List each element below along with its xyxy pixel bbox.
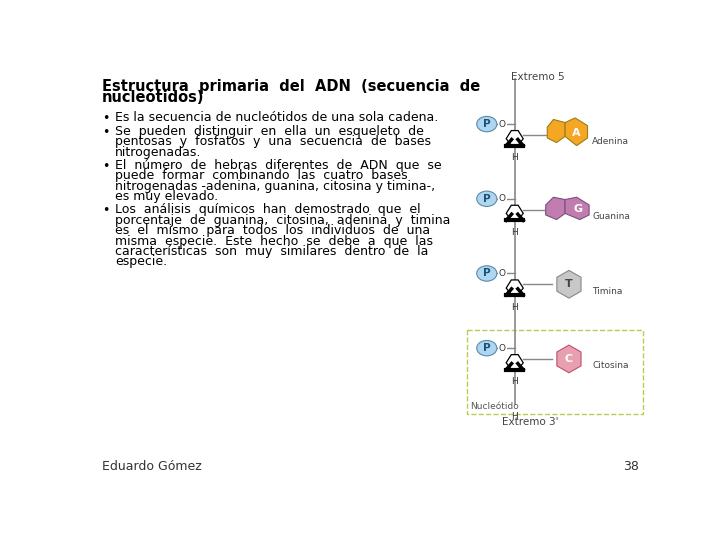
Text: •: • [102, 126, 109, 139]
Text: Timina: Timina [593, 287, 623, 296]
Polygon shape [506, 355, 523, 370]
Text: nitrogenadas -adenina, guanina, citosina y timina-,: nitrogenadas -adenina, guanina, citosina… [114, 179, 435, 193]
Text: Se  pueden  distinguir  en  ella  un  esqueleto  de: Se pueden distinguir en ella un esquelet… [114, 125, 423, 138]
Text: C: C [565, 354, 573, 364]
Text: Eduardo Gómez: Eduardo Gómez [102, 460, 202, 473]
Text: es  el  mismo  para  todos  los  individuos  de  una: es el mismo para todos los individuos de… [114, 224, 430, 237]
Ellipse shape [477, 266, 497, 281]
Text: es muy elevado.: es muy elevado. [114, 190, 218, 203]
Text: •: • [102, 112, 109, 125]
Ellipse shape [477, 340, 497, 356]
Text: Los  análisis  químicos  han  demostrado  que  el: Los análisis químicos han demostrado que… [114, 204, 420, 217]
Text: puede  formar  combinando  las  cuatro  bases: puede formar combinando las cuatro bases [114, 169, 408, 182]
Text: T: T [565, 279, 573, 289]
Polygon shape [506, 280, 523, 295]
Text: características  son  muy  similares  dentro  de  la: características son muy similares dentro… [114, 245, 428, 258]
Text: P: P [483, 119, 490, 129]
Ellipse shape [477, 191, 497, 206]
Text: Estructura  primaria  del  ADN  (secuencia  de: Estructura primaria del ADN (secuencia d… [102, 79, 480, 93]
Text: nucleótidos): nucleótidos) [102, 90, 204, 105]
Text: El  número  de  hebras  diferentes  de  ADN  que  se: El número de hebras diferentes de ADN qu… [114, 159, 441, 172]
Text: A: A [572, 127, 581, 138]
Polygon shape [557, 271, 581, 298]
Text: O: O [499, 119, 505, 129]
Text: misma  especie.  Este  hecho  se  debe  a  que  las: misma especie. Este hecho se debe a que … [114, 234, 433, 247]
Polygon shape [546, 197, 565, 220]
Text: pentosas  y  fosfatos  y  una  secuencia  de  bases: pentosas y fosfatos y una secuencia de b… [114, 135, 431, 148]
Text: Adenina: Adenina [593, 137, 629, 146]
Text: Extremo 3': Extremo 3' [502, 417, 559, 428]
Text: Es la secuencia de nucleótidos de una sola cadena.: Es la secuencia de nucleótidos de una so… [114, 111, 438, 124]
Text: Extremo 5: Extremo 5 [511, 72, 564, 83]
Text: G: G [574, 204, 582, 214]
Text: 38: 38 [623, 460, 639, 473]
Text: H: H [511, 153, 518, 163]
Text: P: P [483, 343, 490, 353]
Text: Citosina: Citosina [593, 361, 629, 370]
Text: O: O [499, 194, 505, 203]
Polygon shape [565, 197, 589, 220]
Polygon shape [547, 119, 565, 143]
Text: P: P [483, 268, 490, 279]
Ellipse shape [477, 117, 497, 132]
Text: H: H [511, 228, 518, 237]
Text: H: H [511, 412, 518, 421]
Text: •: • [102, 159, 109, 172]
Polygon shape [565, 118, 588, 146]
Text: nitrogenadas.: nitrogenadas. [114, 146, 201, 159]
Polygon shape [506, 131, 523, 146]
Text: O: O [499, 343, 505, 353]
Polygon shape [506, 205, 523, 221]
Polygon shape [557, 345, 581, 373]
Text: Guanina: Guanina [593, 212, 630, 221]
Text: H: H [511, 303, 518, 312]
Text: •: • [102, 204, 109, 217]
Text: especie.: especie. [114, 255, 167, 268]
Text: O: O [499, 269, 505, 278]
Text: Nucleótido: Nucleótido [471, 402, 519, 410]
Text: P: P [483, 194, 490, 204]
Text: porcentaje  de  guanina,  citosina,  adenina  y  timina: porcentaje de guanina, citosina, adenina… [114, 214, 450, 227]
Text: H: H [511, 377, 518, 387]
